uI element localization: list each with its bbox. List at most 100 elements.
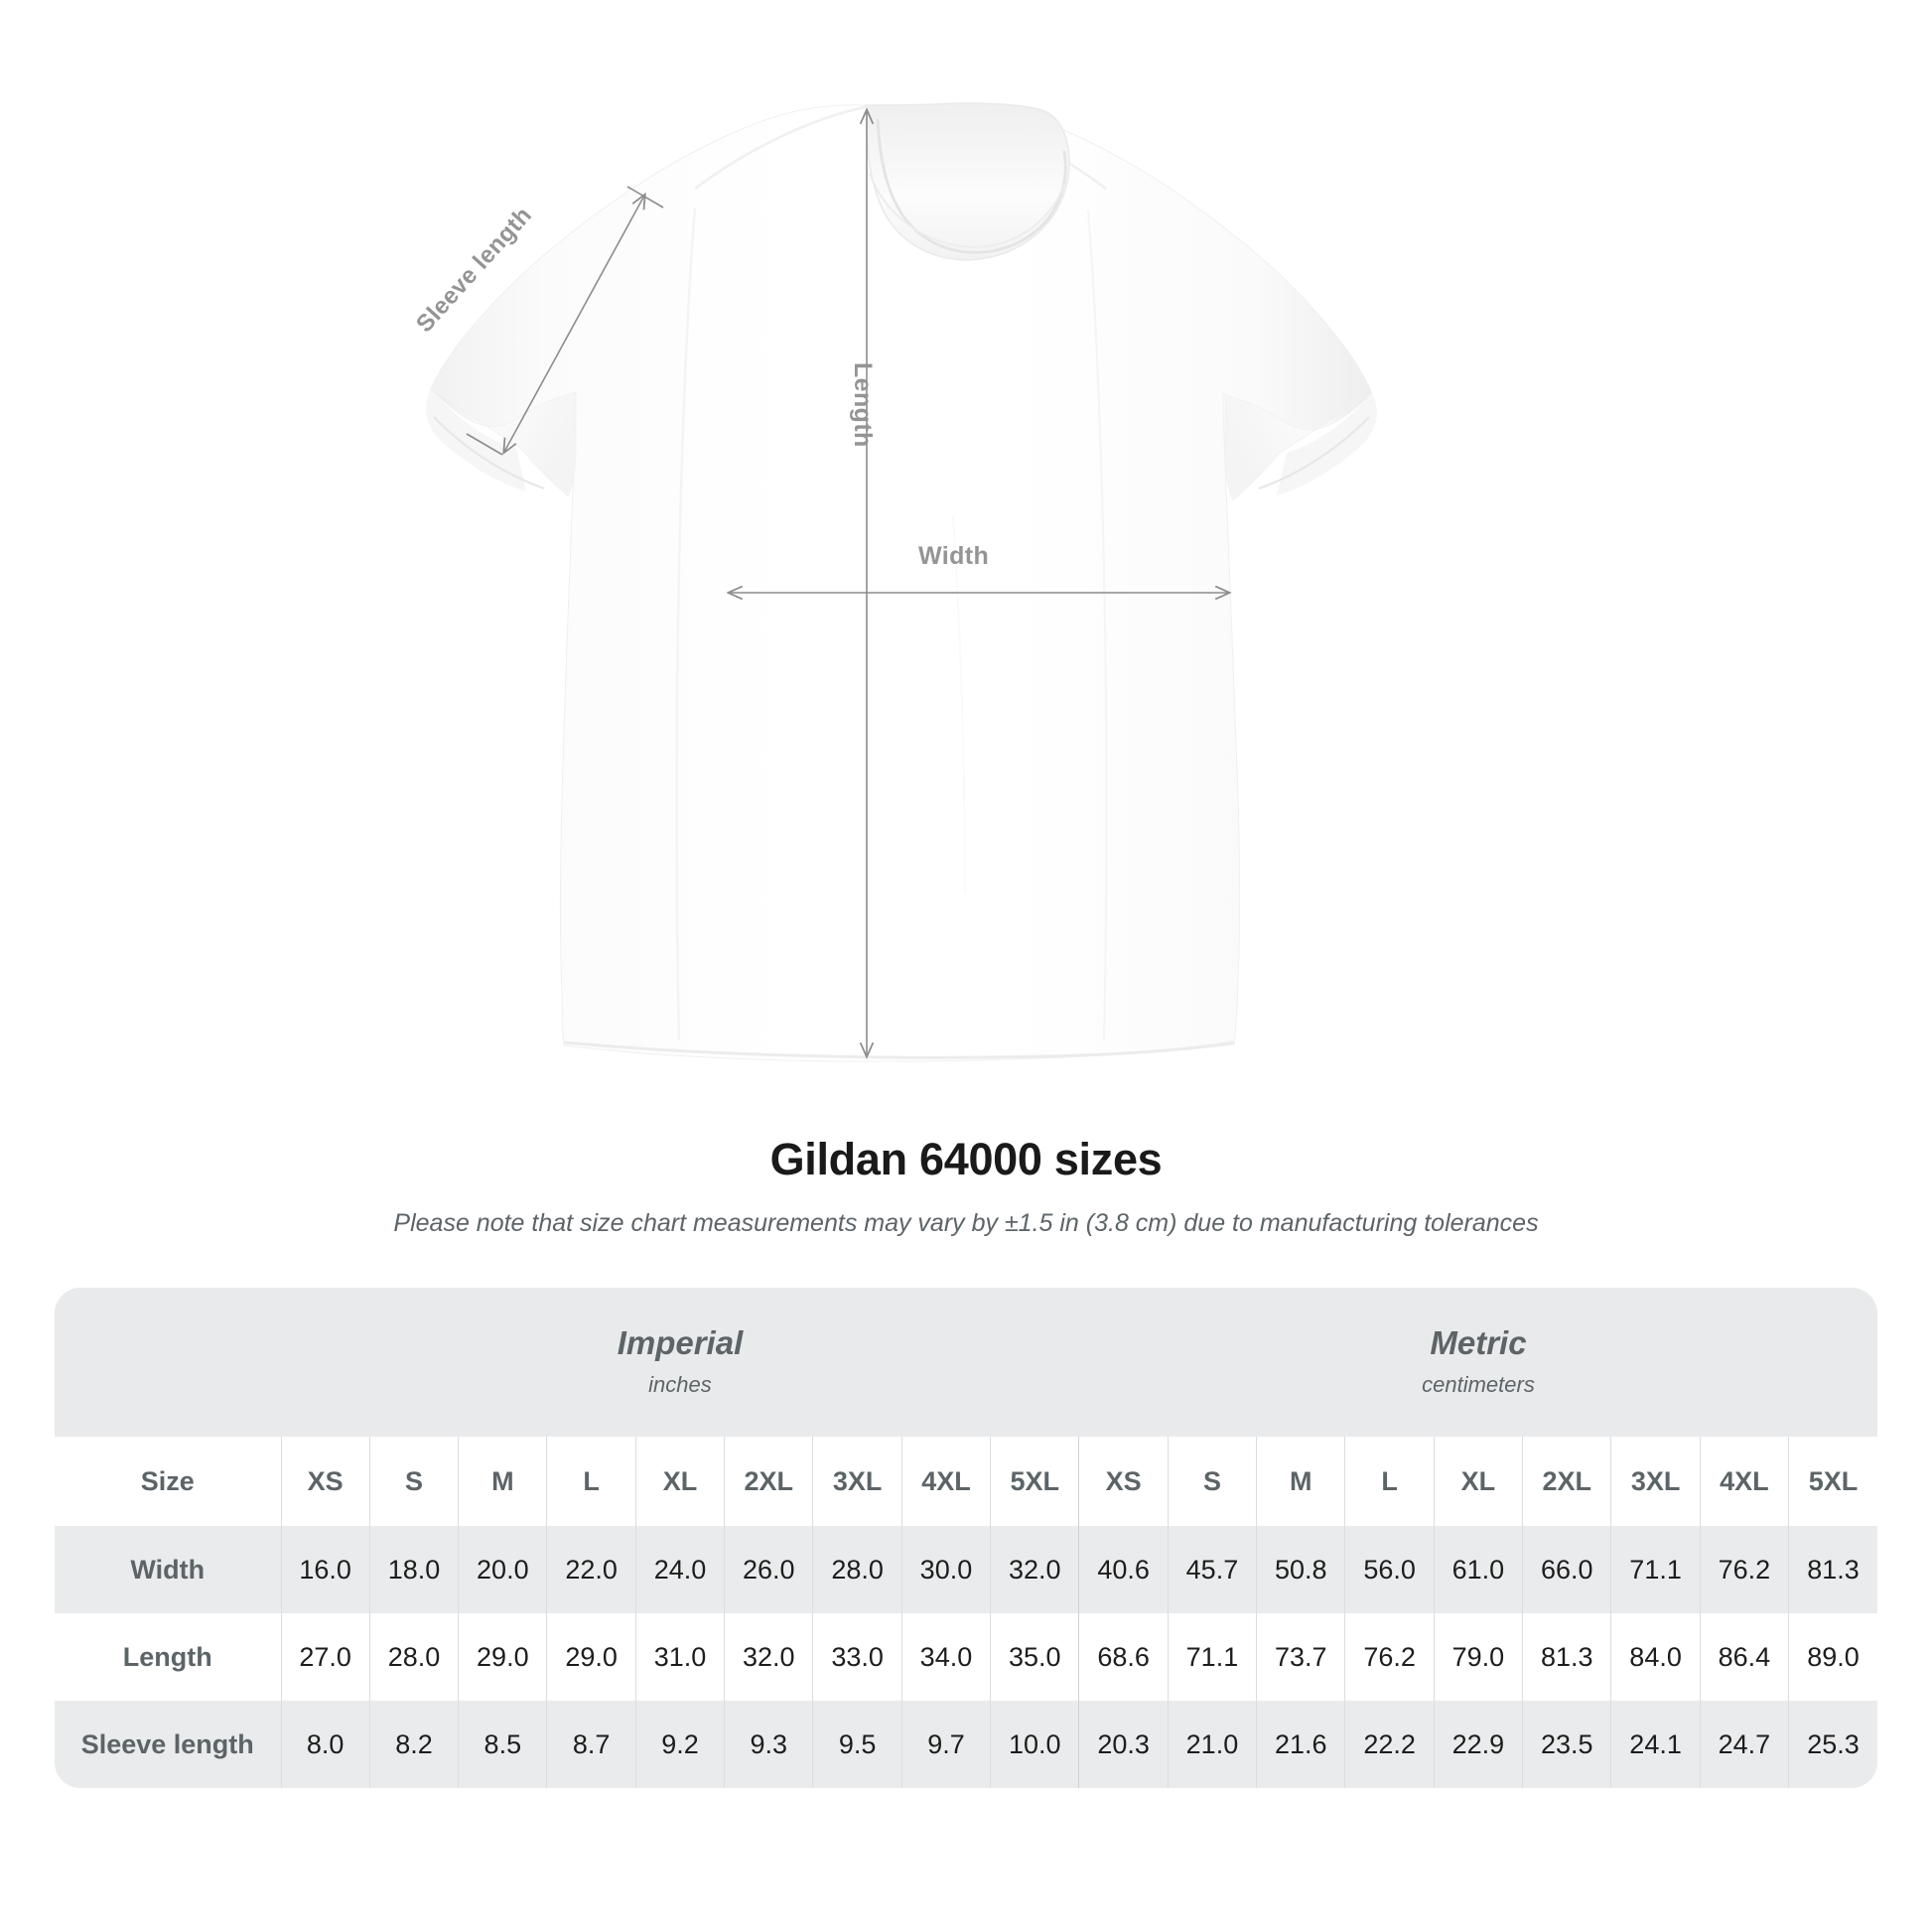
measurement-cell: 9.5 xyxy=(812,1701,902,1788)
length-label: Length xyxy=(849,362,877,448)
measurement-cell: 73.7 xyxy=(1256,1613,1345,1701)
measurement-cell: 27.0 xyxy=(280,1613,370,1701)
heading-block: Gildan 64000 sizes Please note that size… xyxy=(0,1122,1932,1238)
measurement-cell: 61.0 xyxy=(1433,1526,1523,1613)
measurement-cell: 9.3 xyxy=(724,1701,813,1788)
size-column-header: S xyxy=(1167,1437,1257,1526)
shirt-diagram: Sleeve length Length Width xyxy=(411,102,1377,1062)
unit-metric-sub: centimeters xyxy=(1422,1372,1535,1398)
measurement-cell: 89.0 xyxy=(1788,1613,1877,1701)
measurement-row-label: Length xyxy=(55,1613,281,1701)
measurement-cell: 34.0 xyxy=(900,1613,991,1701)
width-label: Width xyxy=(918,542,990,570)
measurement-cell: 16.0 xyxy=(280,1526,370,1613)
unit-banner-row: Imperial inches Metric centimeters xyxy=(55,1288,1877,1437)
shirt-body xyxy=(426,102,1377,1062)
measurement-cell: 29.0 xyxy=(458,1613,547,1701)
size-column-header: 5XL xyxy=(990,1437,1079,1526)
size-header-row: Size XS S M L XL 2XL 3XL 4XL 5XL XS S M L XL 2XL 3XL 4XL… xyxy=(55,1437,1877,1526)
measurement-cell: 22.2 xyxy=(1344,1701,1435,1788)
measurement-cell: 9.7 xyxy=(900,1701,991,1788)
measurement-cell: 71.1 xyxy=(1610,1526,1701,1613)
unit-banner-spacer xyxy=(55,1288,281,1437)
size-header-label: Size xyxy=(55,1437,281,1526)
measurement-cell: 9.2 xyxy=(634,1701,725,1788)
size-column-header: 5XL xyxy=(1788,1437,1877,1526)
measurement-cell: 81.3 xyxy=(1788,1526,1877,1613)
size-column-header: 4XL xyxy=(1699,1437,1789,1526)
measurement-cell: 30.0 xyxy=(900,1526,991,1613)
measurement-cell: 66.0 xyxy=(1522,1526,1611,1613)
measurement-cell: 68.6 xyxy=(1078,1613,1169,1701)
unit-imperial-name: Imperial xyxy=(617,1323,744,1361)
measurement-cell: 8.7 xyxy=(546,1701,636,1788)
unit-metric: Metric centimeters xyxy=(1078,1288,1877,1437)
tshirt-illustration xyxy=(426,102,1377,1062)
measurement-cell: 25.3 xyxy=(1788,1701,1877,1788)
measurement-cell: 35.0 xyxy=(990,1613,1079,1701)
sleeve-length-arrow xyxy=(504,196,644,452)
measurement-cell: 24.0 xyxy=(634,1526,725,1613)
measurement-cell: 22.9 xyxy=(1433,1701,1523,1788)
size-column-header: XL xyxy=(1433,1437,1523,1526)
size-chart-table-container: Imperial inches Metric centimeters Size … xyxy=(55,1288,1877,1788)
size-column-header: M xyxy=(1256,1437,1345,1526)
measurement-cell: 56.0 xyxy=(1344,1526,1435,1613)
measurement-cell: 31.0 xyxy=(634,1613,725,1701)
measurement-cell: 79.0 xyxy=(1433,1613,1523,1701)
measurement-cell: 21.0 xyxy=(1167,1701,1257,1788)
measurement-cell: 76.2 xyxy=(1344,1613,1435,1701)
measurement-cell: 18.0 xyxy=(368,1526,459,1613)
size-column-header: 2XL xyxy=(724,1437,813,1526)
size-column-header: XL xyxy=(634,1437,725,1526)
measurement-cell: 24.1 xyxy=(1610,1701,1701,1788)
measurement-cell: 32.0 xyxy=(990,1526,1079,1613)
measurement-cell: 40.6 xyxy=(1078,1526,1169,1613)
measurement-row-label: Sleeve length xyxy=(55,1701,281,1788)
measurement-cell: 71.1 xyxy=(1167,1613,1257,1701)
size-column-header: XS xyxy=(1078,1437,1169,1526)
measurement-cell: 22.0 xyxy=(546,1526,636,1613)
size-column-header: L xyxy=(1344,1437,1435,1526)
measurement-cell: 24.7 xyxy=(1699,1701,1789,1788)
measurement-cell: 20.0 xyxy=(458,1526,547,1613)
measurement-cell: 76.2 xyxy=(1699,1526,1789,1613)
table-row: Length 27.0 28.0 29.0 29.0 31.0 32.0 33.0 34.0 35… xyxy=(55,1613,1877,1701)
measurement-cell: 50.8 xyxy=(1256,1526,1345,1613)
measurement-cell: 33.0 xyxy=(812,1613,902,1701)
measurement-cell: 8.0 xyxy=(280,1701,370,1788)
page-title: Gildan 64000 sizes xyxy=(769,1134,1163,1184)
measurement-cell: 10.0 xyxy=(990,1701,1079,1788)
measurement-cell: 8.2 xyxy=(368,1701,459,1788)
size-chart-table: Imperial inches Metric centimeters Size … xyxy=(55,1288,1877,1788)
measurement-cell: 20.3 xyxy=(1078,1701,1169,1788)
size-column-header: 3XL xyxy=(1610,1437,1701,1526)
measurement-cell: 86.4 xyxy=(1699,1613,1789,1701)
size-column-header: 3XL xyxy=(812,1437,902,1526)
sleeve-tick-bottom xyxy=(466,433,503,456)
size-column-header: 4XL xyxy=(900,1437,991,1526)
measurement-cell: 81.3 xyxy=(1522,1613,1611,1701)
measurement-row-label: Width xyxy=(55,1526,281,1613)
table-row: Sleeve length 8.0 8.2 8.5 8.7 9.2 9.3 9.5 9.7 10.… xyxy=(55,1701,1877,1788)
measurement-cell: 29.0 xyxy=(546,1613,636,1701)
page-subtitle: Please note that size chart measurements… xyxy=(393,1209,1539,1237)
size-column-header: S xyxy=(368,1437,459,1526)
measurement-guides xyxy=(466,111,1228,1055)
unit-metric-name: Metric xyxy=(1430,1323,1527,1361)
size-column-header: M xyxy=(458,1437,547,1526)
unit-imperial-sub: inches xyxy=(648,1372,712,1398)
unit-imperial: Imperial inches xyxy=(281,1288,1079,1437)
measurement-cell: 28.0 xyxy=(368,1613,459,1701)
size-column-header: 2XL xyxy=(1522,1437,1611,1526)
size-column-header: L xyxy=(546,1437,636,1526)
measurement-cell: 32.0 xyxy=(724,1613,813,1701)
measurement-cell: 28.0 xyxy=(812,1526,902,1613)
size-column-header: XS xyxy=(280,1437,370,1526)
table-row: Width 16.0 18.0 20.0 22.0 24.0 26.0 28.0 30.0 32.… xyxy=(55,1526,1877,1613)
sleeve-tick-top xyxy=(626,186,664,208)
measurement-cell: 45.7 xyxy=(1167,1526,1257,1613)
measurement-cell: 26.0 xyxy=(724,1526,813,1613)
measurement-cell: 23.5 xyxy=(1522,1701,1611,1788)
measurement-cell: 8.5 xyxy=(458,1701,547,1788)
